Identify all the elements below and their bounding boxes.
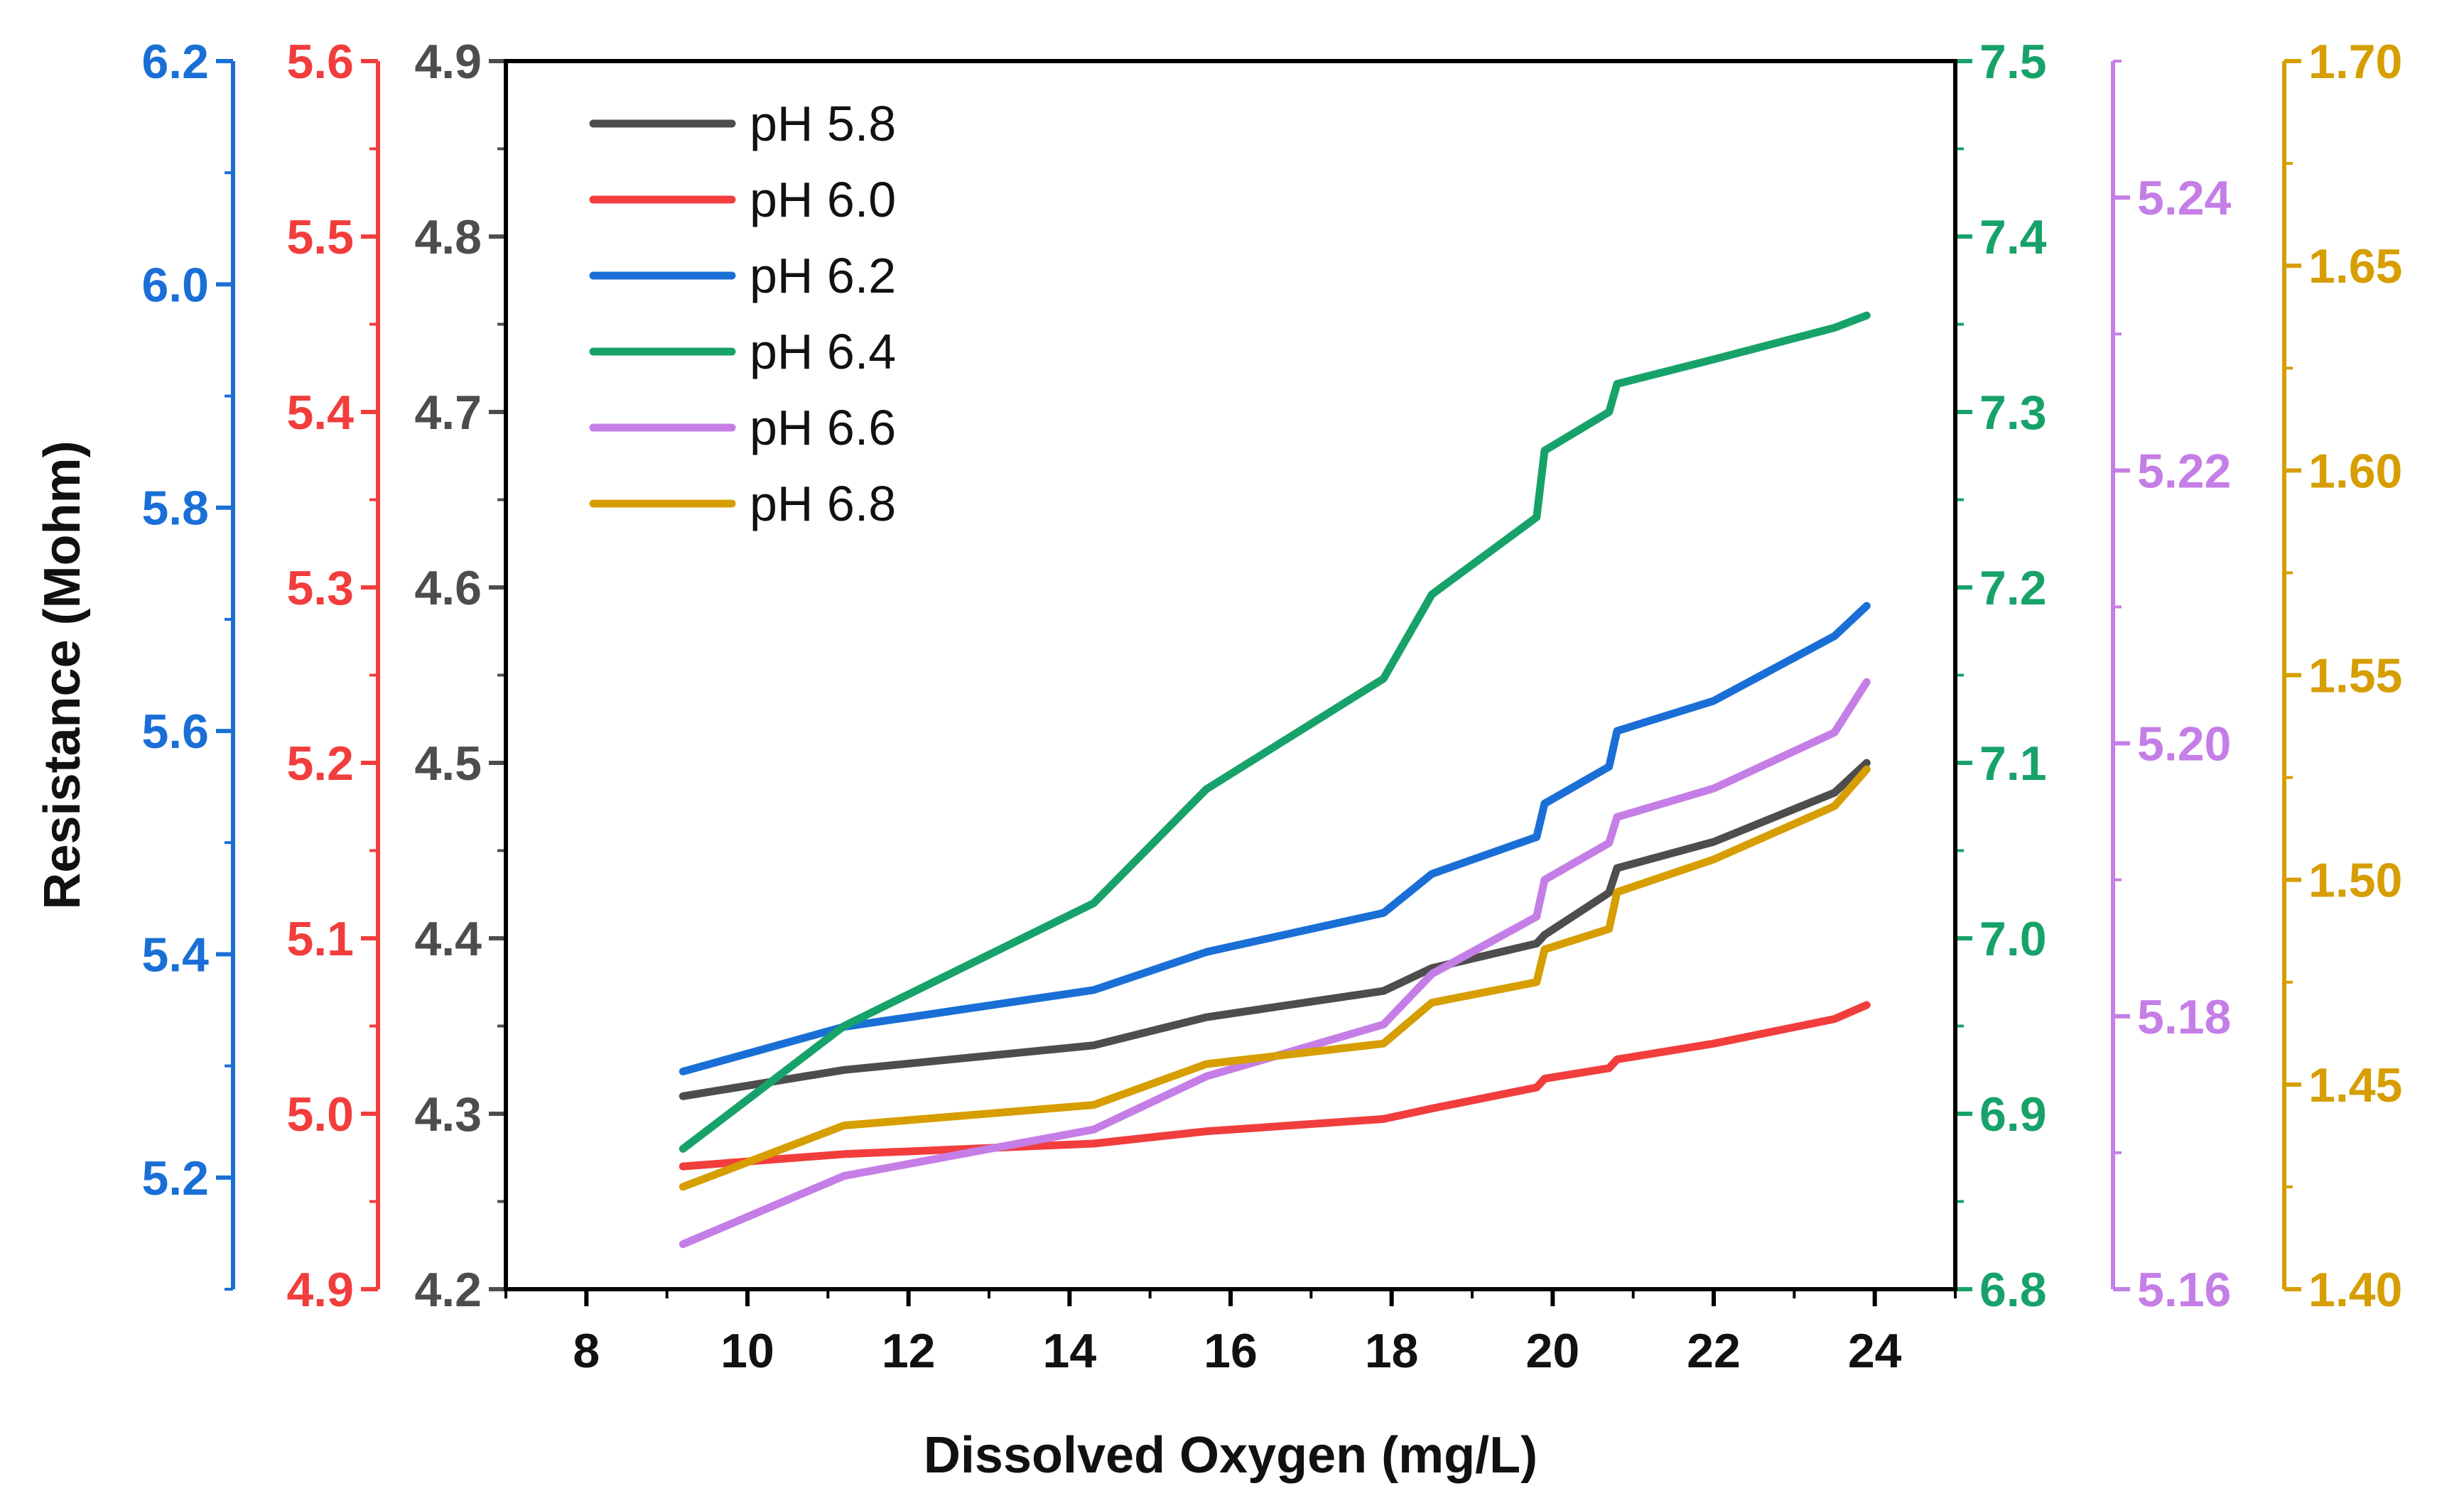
axis-ph-5-8-tick-label: 4.5 xyxy=(414,737,482,791)
axis-ph-6-8-tick-label: 1.40 xyxy=(2308,1263,2402,1317)
legend-label: pH 6.0 xyxy=(750,172,896,227)
axis-ph-5-8-tick-label: 4.8 xyxy=(414,210,482,264)
axis-ph-6-6-tick-label: 5.24 xyxy=(2137,171,2232,225)
axis-ph-6-8-tick-label: 1.65 xyxy=(2308,239,2402,293)
legend-label: pH 5.8 xyxy=(750,96,896,151)
axis-ph-6-8-tick-label: 1.70 xyxy=(2308,35,2402,89)
legend-label: pH 6.4 xyxy=(750,324,896,379)
series-line-ph-6-6 xyxy=(679,678,1871,1249)
x-tick-label: 24 xyxy=(1848,1324,1902,1378)
axis-ph-5-8: 4.2 4.3 4.4 4.5 4.6 4.7 4.8 4.9 xyxy=(414,35,508,1317)
axis-ph-6-4-tick-label: 6.8 xyxy=(1979,1263,2047,1317)
axis-ph-6-8: 1.40 1.45 1.50 1.55 1.60 1.65 1.70 xyxy=(2282,35,2402,1317)
x-tick-label: 12 xyxy=(882,1324,936,1378)
axis-ph-5-8-tick-label: 4.7 xyxy=(414,386,482,440)
axis-ph-6-0-tick-label: 5.0 xyxy=(286,1087,354,1141)
legend-label: pH 6.6 xyxy=(750,400,896,455)
x-tick-label: 18 xyxy=(1365,1324,1419,1378)
axis-ph-6-6-tick-label: 5.20 xyxy=(2137,717,2231,771)
axis-ph-6-4-tick-label: 7.0 xyxy=(1979,912,2047,966)
axis-ph-6-4-tick-label: 7.3 xyxy=(1979,386,2047,440)
axis-ph-6-4-tick-label: 7.5 xyxy=(1979,35,2047,89)
axis-ph-6-6-tick-label: 5.18 xyxy=(2137,990,2231,1044)
axis-ph-6-0-tick-label: 5.3 xyxy=(286,561,354,615)
plot-area-frame xyxy=(504,59,1957,1291)
axis-ph-6-2-tick-label: 5.4 xyxy=(141,928,209,982)
axis-ph-6-2-tick-label: 5.8 xyxy=(141,482,209,536)
legend: pH 5.8 pH 6.0 pH 6.2 pH 6.4 pH 6.6 pH 6.8 xyxy=(589,96,896,531)
legend-label: pH 6.2 xyxy=(750,248,896,303)
axis-ph-5-8-tick-label: 4.3 xyxy=(414,1087,482,1141)
x-tick-label: 14 xyxy=(1043,1324,1097,1378)
axis-ph-6-0-tick-label: 5.2 xyxy=(286,737,354,791)
y-axis-title: Resistance (Mohm) xyxy=(34,440,91,909)
axis-ph-6-8-tick-label: 1.45 xyxy=(2308,1058,2402,1112)
axis-ph-6-4: 6.8 6.9 7.0 7.1 7.2 7.3 7.4 7.5 xyxy=(1953,35,2047,1317)
series-line-ph-6-8 xyxy=(679,765,1871,1191)
axis-ph-6-2-tick-label: 6.0 xyxy=(141,258,209,312)
right-y-axes: 6.8 6.9 7.0 7.1 7.2 7.3 7.4 7.5 5.16 5.18 5.20 5.22… xyxy=(1953,35,2402,1317)
axis-ph-6-2-tick-label: 5.2 xyxy=(141,1151,209,1205)
series-line-ph-6-2 xyxy=(679,602,1871,1075)
axis-ph-6-0-tick-label: 4.9 xyxy=(286,1263,354,1317)
x-tick-label: 22 xyxy=(1687,1324,1741,1378)
x-axis-title: Dissolved Oxygen (mg/L) xyxy=(924,1427,1538,1484)
axis-ph-5-8-tick-label: 4.4 xyxy=(414,912,482,966)
axis-ph-6-0: 4.9 5.0 5.1 5.2 5.3 5.4 5.5 5.6 xyxy=(286,35,380,1317)
axis-ph-6-2-tick-label: 5.6 xyxy=(141,705,209,759)
axis-ph-6-4-tick-label: 7.1 xyxy=(1979,737,2047,791)
axis-ph-6-0-tick-label: 5.4 xyxy=(286,386,354,440)
x-axis: 8 10 12 14 16 18 20 22 24 xyxy=(504,1289,1957,1378)
axis-ph-6-6-tick-label: 5.16 xyxy=(2137,1263,2231,1317)
axis-ph-6-0-tick-label: 5.5 xyxy=(286,210,354,264)
axis-ph-5-8-tick-label: 4.9 xyxy=(414,35,482,89)
x-tick-label: 10 xyxy=(720,1324,774,1378)
series-line-ph-6-0 xyxy=(679,1001,1871,1171)
axis-ph-6-4-tick-label: 6.9 xyxy=(1979,1087,2047,1141)
x-tick-label: 16 xyxy=(1204,1324,1258,1378)
axis-ph-6-6: 5.16 5.18 5.20 5.22 5.24 xyxy=(2111,60,2232,1317)
series-line-ph-6-4 xyxy=(679,311,1871,1153)
x-tick-label: 8 xyxy=(573,1324,600,1378)
series-layer xyxy=(679,311,1871,1249)
axis-ph-6-6-tick-label: 5.22 xyxy=(2137,444,2231,498)
axis-ph-6-2-tick-label: 6.2 xyxy=(141,35,209,89)
series-line-ph-5-8 xyxy=(679,759,1871,1100)
axis-ph-5-8-tick-label: 4.2 xyxy=(414,1263,482,1317)
axis-ph-6-8-tick-label: 1.50 xyxy=(2308,854,2402,908)
axis-ph-6-8-tick-label: 1.55 xyxy=(2308,649,2402,703)
axis-ph-6-0-tick-label: 5.6 xyxy=(286,35,354,89)
axis-ph-6-8-tick-label: 1.60 xyxy=(2308,444,2402,498)
left-y-axes: 5.2 5.4 5.6 5.8 6.0 6.2 4.9 5.0 5.1 5.2 5.3 5.4 5.5 5… xyxy=(141,35,508,1317)
axis-ph-6-4-tick-label: 7.2 xyxy=(1979,561,2047,615)
axis-ph-6-0-tick-label: 5.1 xyxy=(286,912,354,966)
x-tick-label: 20 xyxy=(1526,1324,1580,1378)
axis-ph-6-2: 5.2 5.4 5.6 5.8 6.0 6.2 xyxy=(141,35,235,1291)
axis-ph-6-4-tick-label: 7.4 xyxy=(1979,210,2047,264)
axis-ph-5-8-tick-label: 4.6 xyxy=(414,561,482,615)
legend-label: pH 6.8 xyxy=(750,476,896,531)
